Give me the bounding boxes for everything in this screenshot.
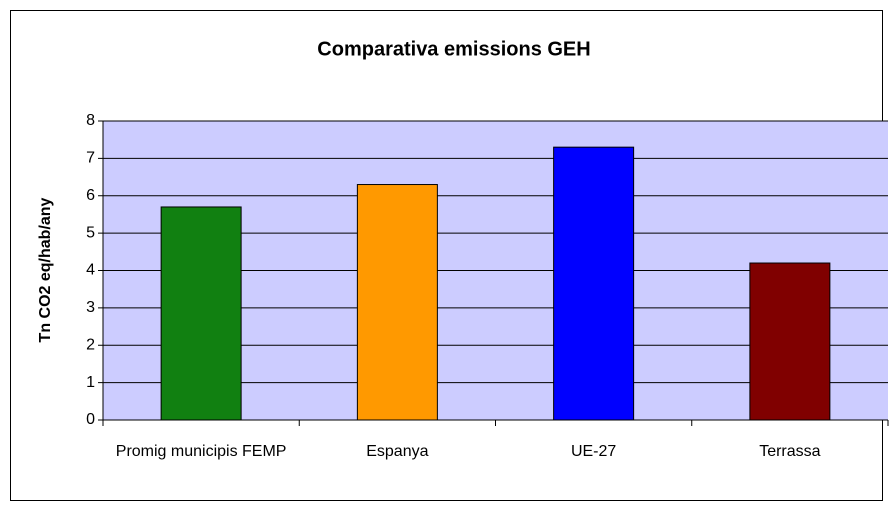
bar <box>749 262 831 421</box>
y-tick-label: 3 <box>86 299 95 316</box>
x-tick-label: Terrassa <box>759 443 821 460</box>
y-tick-label: 0 <box>86 411 95 428</box>
y-tick-label: 8 <box>86 112 95 129</box>
x-tick-label: Promig municipis FEMP <box>115 443 287 460</box>
bar <box>160 206 242 421</box>
y-tick-label: 7 <box>86 150 95 167</box>
x-tick-label: Espanya <box>366 443 429 460</box>
y-axis-label: Tn CO2 eq/hab/any <box>37 197 54 342</box>
y-tick-label: 4 <box>86 262 95 279</box>
x-tick-label: UE-27 <box>570 443 617 460</box>
bar <box>356 184 438 421</box>
y-tick-label: 6 <box>86 187 95 204</box>
bar <box>553 146 635 421</box>
y-tick-label: 2 <box>86 336 95 353</box>
y-tick-label: 1 <box>86 374 95 391</box>
y-tick-label: 5 <box>86 224 95 241</box>
chart-title: Comparativa emissions GEH <box>317 38 590 60</box>
